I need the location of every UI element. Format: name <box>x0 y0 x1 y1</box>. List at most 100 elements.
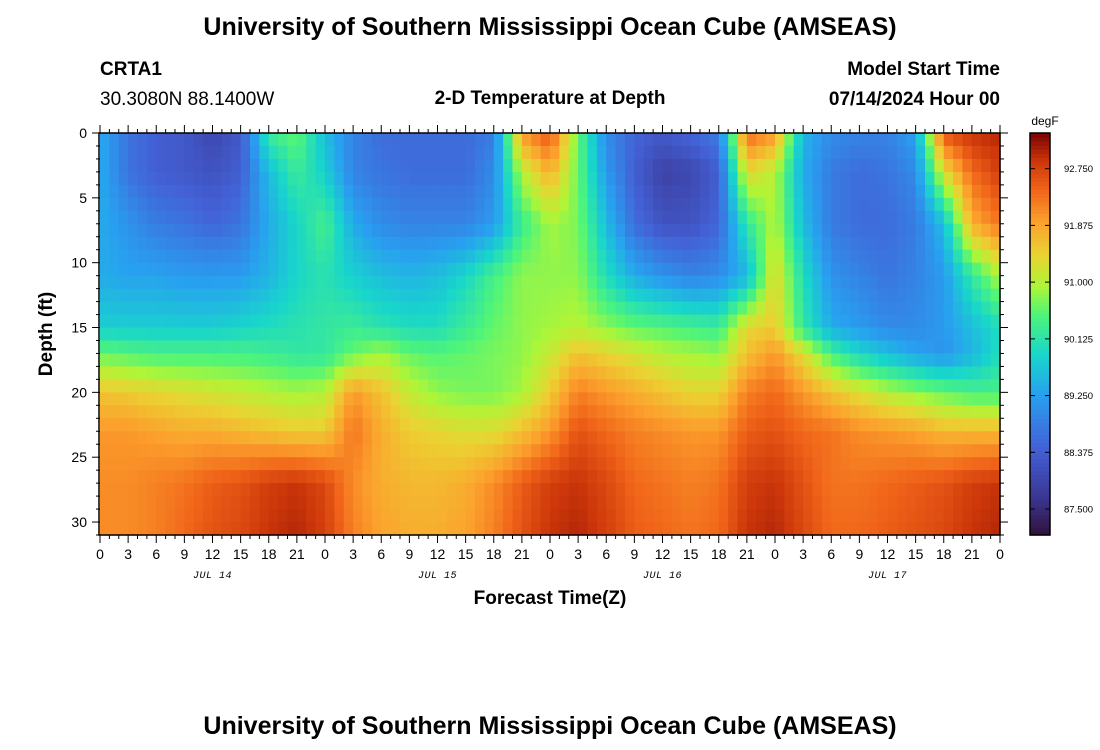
heatmap-cell <box>100 210 110 225</box>
heatmap-cell <box>278 379 289 393</box>
heatmap-cell <box>409 457 420 471</box>
heatmap-cell <box>362 457 373 471</box>
heatmap-cell <box>493 483 504 497</box>
heatmap-cell <box>193 509 204 523</box>
heatmap-cell <box>915 197 926 212</box>
heatmap-cell <box>596 171 607 186</box>
heatmap-cell <box>165 353 176 368</box>
heatmap-cell <box>662 379 673 393</box>
heatmap-cell <box>146 444 157 458</box>
heatmap-cell <box>568 262 579 277</box>
heatmap-cell <box>587 340 598 355</box>
heatmap-cell <box>156 171 167 186</box>
heatmap-cell <box>175 457 185 471</box>
heatmap-cell <box>325 379 335 393</box>
heatmap-cell <box>512 405 523 419</box>
date-label: JUL 14 <box>193 571 232 582</box>
heatmap-cell <box>953 262 964 277</box>
heatmap-cell <box>765 340 776 355</box>
heatmap-cell <box>718 236 729 251</box>
heatmap-cell <box>334 496 345 510</box>
heatmap-cell <box>109 431 120 445</box>
colorbar-segment <box>1030 257 1050 263</box>
heatmap-cell <box>325 145 335 160</box>
heatmap-cell <box>587 262 598 277</box>
heatmap-cell <box>981 145 992 160</box>
heatmap-cell <box>971 418 982 432</box>
heatmap-cell <box>381 210 392 225</box>
heatmap-cell <box>803 275 814 290</box>
heatmap-cell <box>643 197 654 212</box>
heatmap-cell <box>493 210 504 225</box>
heatmap-cell <box>709 366 720 380</box>
heatmap-cell <box>953 366 964 380</box>
heatmap-cell <box>287 457 298 471</box>
heatmap-cell <box>428 405 439 419</box>
heatmap-cell <box>737 145 748 160</box>
heatmap-cell <box>409 405 420 419</box>
heatmap-cell <box>156 158 167 173</box>
heatmap-cell <box>746 262 757 277</box>
heatmap-cell <box>671 288 682 303</box>
heatmap-cell <box>821 288 832 303</box>
heatmap-cell <box>981 509 992 523</box>
heatmap-cell <box>765 366 776 380</box>
heatmap-cell <box>559 249 570 264</box>
heatmap-cell <box>653 379 664 393</box>
heatmap-cell <box>503 210 514 225</box>
heatmap-cell <box>803 496 814 510</box>
heatmap-cell <box>456 457 467 471</box>
heatmap-cell <box>812 197 823 212</box>
heatmap-cell <box>250 327 260 342</box>
heatmap-cell <box>587 171 598 186</box>
heatmap-cell <box>906 236 917 251</box>
heatmap-cell <box>512 327 523 342</box>
heatmap-cell <box>418 418 429 432</box>
heatmap-cell <box>962 171 973 186</box>
heatmap-cell <box>934 171 945 186</box>
heatmap-cell <box>718 223 729 238</box>
heatmap-cell <box>193 405 204 419</box>
heatmap-cell <box>596 405 607 419</box>
heatmap-cell <box>437 522 448 536</box>
heatmap-cell <box>878 483 889 497</box>
heatmap-cell <box>812 327 823 342</box>
heatmap-cell <box>278 301 289 316</box>
heatmap-cell <box>925 249 935 264</box>
heatmap-cell <box>756 133 767 147</box>
heatmap-cell <box>287 496 298 510</box>
heatmap-cell <box>315 314 326 329</box>
heatmap-cell <box>812 288 823 303</box>
heatmap-cell <box>953 327 964 342</box>
heatmap-cell <box>221 145 232 160</box>
heatmap-cell <box>850 366 860 380</box>
heatmap-cell <box>962 223 973 238</box>
heatmap-cell <box>240 483 251 497</box>
colorbar-unit: degF <box>1031 114 1058 128</box>
heatmap-cell <box>681 340 692 355</box>
heatmap-cell <box>596 210 607 225</box>
heatmap-cell <box>484 249 495 264</box>
date-label: JUL 16 <box>643 571 682 582</box>
heatmap-cell <box>287 444 298 458</box>
heatmap-cell <box>915 210 926 225</box>
heatmap-cell <box>793 379 804 393</box>
heatmap-cell <box>137 522 148 536</box>
heatmap-cell <box>653 327 664 342</box>
heatmap-cell <box>165 496 176 510</box>
colorbar-ticks: 87.50088.37589.25090.12591.00091.87592.7… <box>1030 164 1093 516</box>
heatmap-cell <box>634 171 645 186</box>
heatmap-cell <box>296 496 307 510</box>
heatmap-cell <box>840 405 851 419</box>
heatmap-cell <box>784 223 795 238</box>
heatmap-cell <box>306 470 317 484</box>
heatmap-cell <box>353 171 364 186</box>
heatmap-cell <box>878 509 889 523</box>
heatmap-cell <box>728 366 739 380</box>
heatmap-cell <box>746 145 757 160</box>
heatmap-cell <box>353 483 364 497</box>
heatmap-cell <box>925 171 935 186</box>
heatmap-cell <box>971 236 982 251</box>
heatmap-cell <box>306 366 317 380</box>
heatmap-cell <box>156 418 167 432</box>
